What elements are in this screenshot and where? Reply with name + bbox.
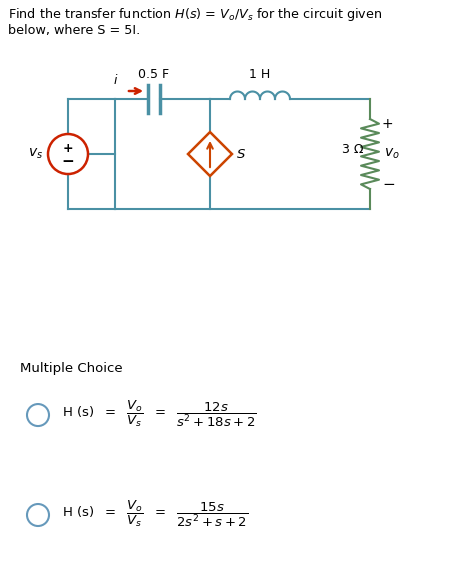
Text: −: − [62,153,74,169]
Text: S: S [237,148,246,161]
Circle shape [48,134,88,174]
Text: 0.5 F: 0.5 F [138,68,170,81]
Text: +: + [63,142,73,155]
FancyBboxPatch shape [8,480,466,549]
Text: Find the transfer function $H(s)$ = $V_o$/$V_s$ for the circuit given: Find the transfer function $H(s)$ = $V_o… [8,6,382,23]
Text: H (s)  $=$  $\dfrac{V_o}{V_s}$  $=$  $\dfrac{12s}{s^2 + 18s + 2}$: H (s) $=$ $\dfrac{V_o}{V_s}$ $=$ $\dfrac… [62,399,257,429]
Text: Multiple Choice: Multiple Choice [20,362,123,375]
Text: $i$: $i$ [113,73,118,87]
Text: below, where S = 5I.: below, where S = 5I. [8,24,140,37]
Text: $v_o$: $v_o$ [384,147,400,161]
Text: 3 Ω: 3 Ω [342,143,364,156]
Text: H (s)  $=$  $\dfrac{V_o}{V_s}$  $=$  $\dfrac{15s}{2s^2 + s + 2}$: H (s) $=$ $\dfrac{V_o}{V_s}$ $=$ $\dfrac… [62,499,248,529]
Text: −: − [382,176,395,192]
Text: 1 H: 1 H [249,68,271,81]
Text: $v_s$: $v_s$ [28,147,43,161]
Polygon shape [188,132,232,176]
FancyBboxPatch shape [8,380,466,449]
Circle shape [27,504,49,526]
Circle shape [27,404,49,426]
Text: +: + [382,117,393,131]
